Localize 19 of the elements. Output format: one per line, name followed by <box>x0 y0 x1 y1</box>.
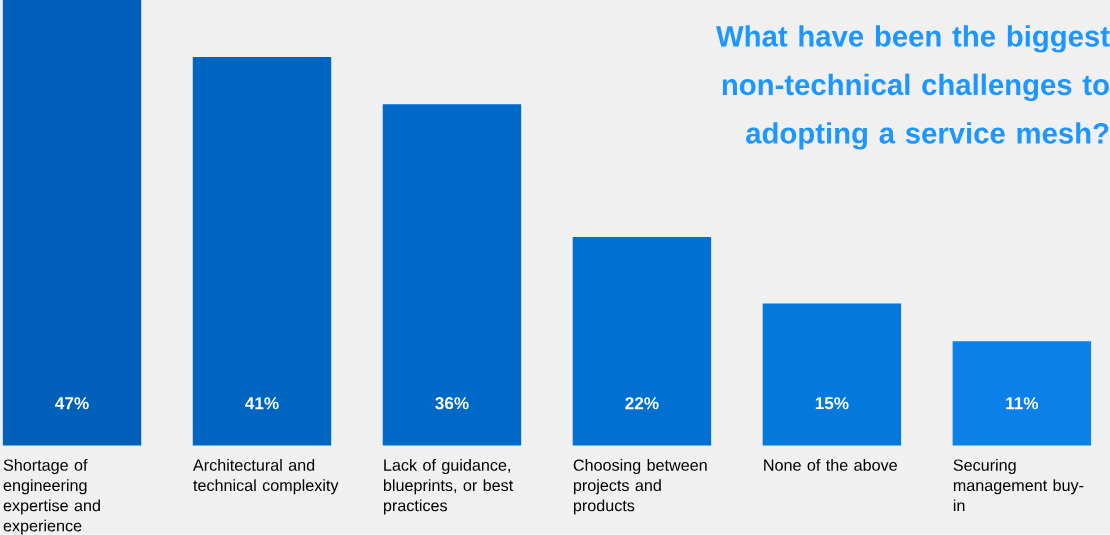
data-label: 11% <box>1006 397 1039 410</box>
data-label: 41% <box>245 397 279 410</box>
data-label: 15% <box>815 397 849 410</box>
x-tick-label: Lack of guidance, blueprints, or best practices <box>383 459 514 515</box>
x-tick-label: None of the above <box>764 459 897 472</box>
text: What have been the biggest non-technical challenges to adopting a service mesh? <box>716 25 1110 150</box>
x-tick-label: Securing management buy-in <box>953 459 1084 512</box>
bar <box>762 303 902 446</box>
bar <box>192 57 332 446</box>
bar <box>2 0 142 446</box>
bar <box>572 237 712 446</box>
bar <box>952 341 1092 446</box>
x-tick-label: Architectural and technical complexity <box>193 459 339 495</box>
x-tick-label: Shortage of engineering expertise and experience <box>3 459 100 535</box>
data-label: 22% <box>625 397 659 410</box>
data-label: 47% <box>55 397 89 410</box>
bar <box>382 104 522 446</box>
data-label: 36% <box>435 397 469 410</box>
x-tick-label: Choosing between projects and products <box>573 459 707 515</box>
